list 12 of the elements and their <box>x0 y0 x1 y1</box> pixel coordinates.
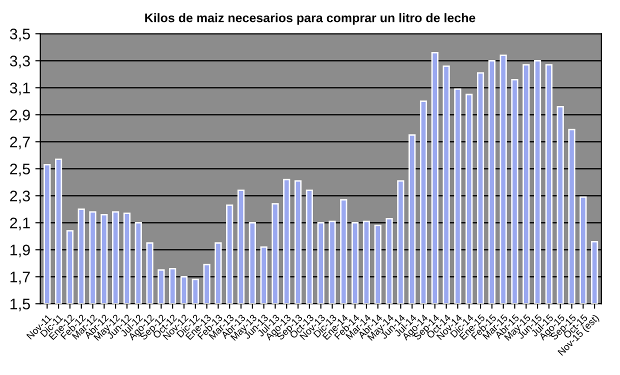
y-tick-label: 1,7 <box>10 272 30 284</box>
chart-title: Kilos de maiz necesarios para comprar un litro de leche <box>145 13 476 25</box>
y-tick-label: 2,5 <box>10 164 30 176</box>
y-tick-label: 1,5 <box>10 298 30 312</box>
y-tick-label: 2,9 <box>10 110 30 122</box>
y-tick-label: 2,7 <box>10 136 30 150</box>
y-tick-label: 2,3 <box>10 190 30 204</box>
y-tick-label: 1,9 <box>10 244 30 258</box>
y-tick-label: 3,3 <box>10 56 30 68</box>
y-tick-label: 3,1 <box>10 82 30 96</box>
y-tick-label: 2,1 <box>10 218 30 230</box>
y-tick-label: 3,5 <box>10 28 30 42</box>
